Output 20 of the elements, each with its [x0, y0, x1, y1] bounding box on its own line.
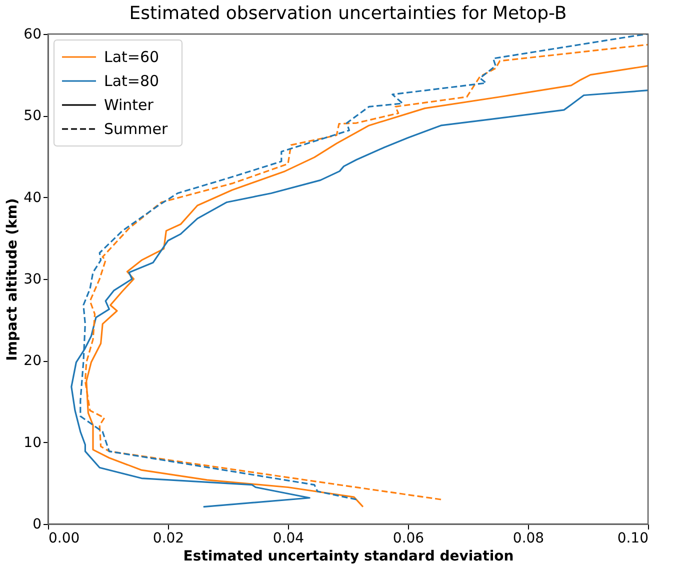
y-axis-title: Impact altitude (km): [4, 198, 21, 361]
y-tick-label: 0: [32, 516, 42, 532]
legend-label: Lat=80: [104, 72, 160, 90]
y-tick-label: 50: [24, 108, 42, 124]
chart-title: Estimated observation uncertainties for Metop-B: [129, 3, 567, 24]
y-tick-label: 30: [24, 272, 42, 288]
x-tick-label: 0.02: [152, 530, 184, 546]
annotation: Summer: [104, 120, 168, 138]
y-tick-label: 40: [24, 190, 42, 206]
x-tick-label: 0.04: [272, 530, 304, 546]
y-tick-label: 60: [24, 26, 42, 42]
x-tick-label: 0.00: [48, 530, 80, 546]
annotation: Winter: [104, 96, 154, 114]
y-tick-label: 10: [24, 434, 42, 451]
x-axis-title: Estimated uncertainty standard deviation: [183, 548, 514, 564]
x-tick-label: 0.08: [512, 530, 544, 546]
x-tick-label: 0.06: [392, 530, 424, 546]
x-tick-label: 0.10: [617, 530, 648, 546]
y-tick-label: 20: [24, 353, 42, 370]
legend-label: Lat=60: [104, 48, 160, 66]
